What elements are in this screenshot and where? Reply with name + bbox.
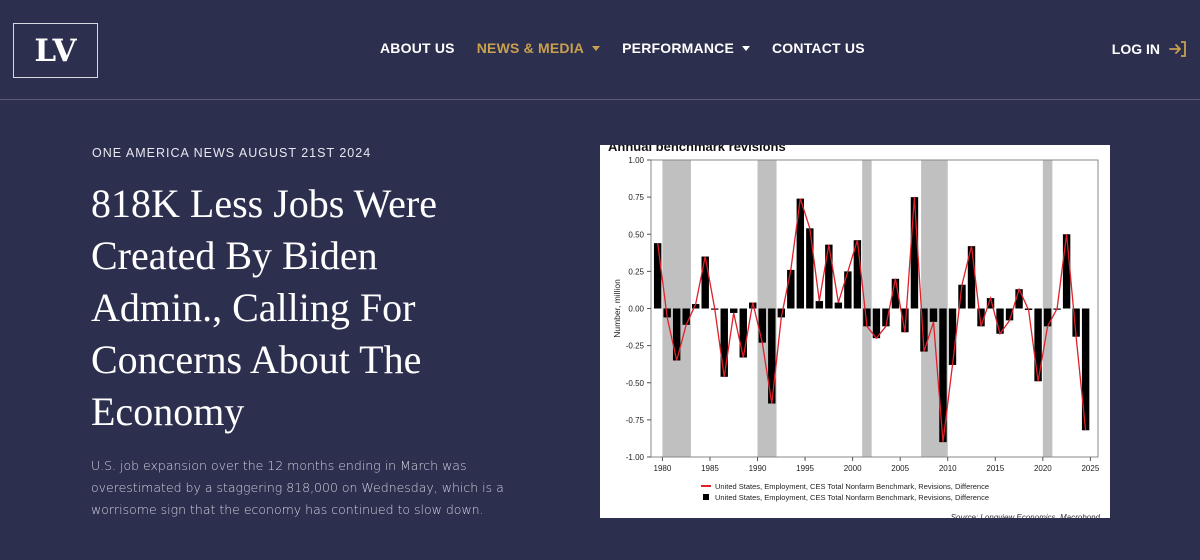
bar [1005, 308, 1014, 321]
nav-label: PERFORMANCE [622, 40, 734, 56]
y-tick-label: 0.50 [628, 230, 644, 239]
bar [939, 308, 947, 443]
y-tick-label: -0.25 [626, 342, 645, 351]
chart-source: Source: Longview Economics, Macrobond [951, 513, 1101, 518]
y-tick-label: 0.00 [628, 305, 644, 314]
bar [682, 308, 690, 325]
nav-label: ABOUT US [380, 40, 455, 56]
article-summary: U.S. job expansion over the 12 months en… [91, 458, 504, 517]
legend-bar-label: United States, Employment, CES Total Non… [715, 493, 989, 502]
bar [1081, 308, 1090, 431]
y-tick-label: 0.25 [628, 267, 644, 276]
y-tick-label: -0.50 [626, 379, 645, 388]
bar [834, 302, 843, 309]
caret-down-icon [742, 45, 750, 51]
bar [672, 308, 681, 361]
x-tick-label: 2025 [1081, 464, 1099, 473]
chart-title: Annual benchmark revisions [608, 145, 786, 154]
x-tick-label: 1995 [796, 464, 814, 473]
bar [787, 269, 795, 309]
x-tick-label: 1980 [654, 464, 672, 473]
y-axis-label: Number, million [612, 279, 622, 338]
chart-canvas: Annual benchmark revisions 1.00 0.75 0.50 0.… [608, 145, 1101, 518]
bar [958, 284, 966, 309]
bar [863, 308, 871, 327]
bar [720, 308, 728, 377]
logo-text: LV [34, 32, 77, 69]
bar [1043, 308, 1052, 327]
bar [891, 278, 900, 309]
nav-item-news-media[interactable]: NEWS & MEDIA [476, 40, 601, 56]
bar [758, 308, 766, 343]
bar [1062, 234, 1071, 309]
bar [653, 243, 662, 309]
bar [844, 271, 852, 309]
nav-label: NEWS & MEDIA [476, 40, 585, 56]
bar [777, 308, 786, 318]
x-tick-label: 1985 [701, 464, 719, 473]
main-nav: ABOUT US NEWS & MEDIA PERFORMANCE CONTAC… [380, 40, 887, 56]
x-tick-label: 2015 [986, 464, 1004, 473]
bar [920, 308, 928, 352]
legend-line-label: United States, Employment, CES Total Non… [715, 482, 989, 491]
bar [1015, 289, 1023, 309]
bar [986, 298, 995, 309]
bar [910, 197, 919, 309]
y-tick-label: 0.75 [628, 193, 644, 202]
bar [1072, 308, 1080, 337]
bar [977, 308, 985, 327]
bar [872, 308, 881, 339]
x-tick-label: 2005 [891, 464, 909, 473]
bar [929, 308, 938, 322]
login-label: LOG IN [1111, 41, 1160, 57]
nav-item-performance[interactable]: PERFORMANCE [622, 40, 750, 56]
x-tick-label: 2000 [844, 464, 862, 473]
bar [796, 198, 805, 309]
legend-bar-swatch [703, 494, 709, 500]
benchmark-revisions-chart: Annual benchmark revisions 1.00 0.75 0.50 0.… [600, 145, 1110, 518]
top-navigation-bar: LV ABOUT US NEWS & MEDIA PERFORMANCE CON… [0, 0, 1200, 100]
y-tick-label: -0.75 [626, 416, 645, 425]
line-series [657, 197, 1087, 443]
bar [768, 308, 776, 404]
nav-item-contact-us[interactable]: CONTACT US [772, 40, 865, 56]
bar [815, 301, 824, 309]
nav-label: CONTACT US [772, 40, 865, 56]
bar [701, 256, 709, 309]
bar [739, 308, 747, 358]
x-tick-label: 2020 [1034, 464, 1052, 473]
bar [967, 246, 976, 309]
logo[interactable]: LV [13, 23, 98, 78]
bar [853, 240, 862, 309]
login-button[interactable]: LOG IN [1112, 40, 1188, 58]
bar [691, 304, 700, 309]
caret-down-icon [592, 45, 601, 51]
bar [1034, 308, 1042, 382]
bar [901, 308, 909, 333]
bar [730, 308, 738, 313]
x-tick-label: 1990 [749, 464, 767, 473]
nav-item-about-us[interactable]: ABOUT US [380, 40, 455, 56]
bar [948, 308, 957, 365]
bar [806, 228, 814, 309]
article-source-date: ONE AMERICA NEWS AUGUST 21ST 2024 [92, 146, 372, 160]
x-tick-label: 2010 [939, 464, 957, 473]
bar [996, 308, 1004, 334]
bar [825, 244, 833, 309]
login-arrow-icon [1169, 41, 1186, 57]
article-headline[interactable]: 818K Less Jobs Were Created By Biden Adm… [91, 181, 437, 434]
bar [882, 308, 890, 327]
y-tick-label: 1.00 [628, 156, 644, 165]
y-tick-label: -1.00 [626, 453, 645, 462]
